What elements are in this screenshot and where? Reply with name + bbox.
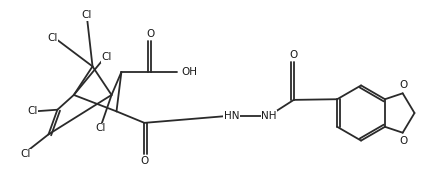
Text: HN: HN bbox=[223, 111, 239, 121]
Text: OH: OH bbox=[181, 67, 197, 77]
Text: O: O bbox=[289, 50, 297, 60]
Text: O: O bbox=[147, 29, 155, 39]
Text: Cl: Cl bbox=[96, 123, 106, 133]
Text: O: O bbox=[140, 156, 148, 166]
Text: Cl: Cl bbox=[101, 52, 112, 62]
Text: Cl: Cl bbox=[20, 149, 31, 159]
Text: Cl: Cl bbox=[47, 33, 57, 43]
Text: O: O bbox=[399, 136, 407, 146]
Text: O: O bbox=[399, 80, 407, 90]
Text: NH: NH bbox=[261, 111, 276, 121]
Text: Cl: Cl bbox=[81, 10, 92, 20]
Text: Cl: Cl bbox=[27, 106, 37, 116]
